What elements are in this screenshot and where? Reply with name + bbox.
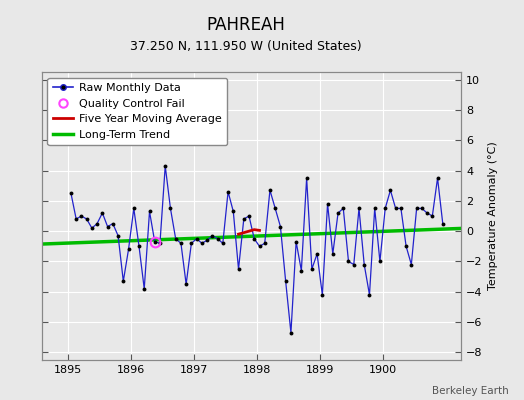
Y-axis label: Temperature Anomaly (°C): Temperature Anomaly (°C) xyxy=(488,142,498,290)
Text: Berkeley Earth: Berkeley Earth xyxy=(432,386,508,396)
Legend: Raw Monthly Data, Quality Control Fail, Five Year Moving Average, Long-Term Tren: Raw Monthly Data, Quality Control Fail, … xyxy=(48,78,227,145)
Text: 37.250 N, 111.950 W (United States): 37.250 N, 111.950 W (United States) xyxy=(130,40,362,53)
Text: PAHREAH: PAHREAH xyxy=(207,16,286,34)
